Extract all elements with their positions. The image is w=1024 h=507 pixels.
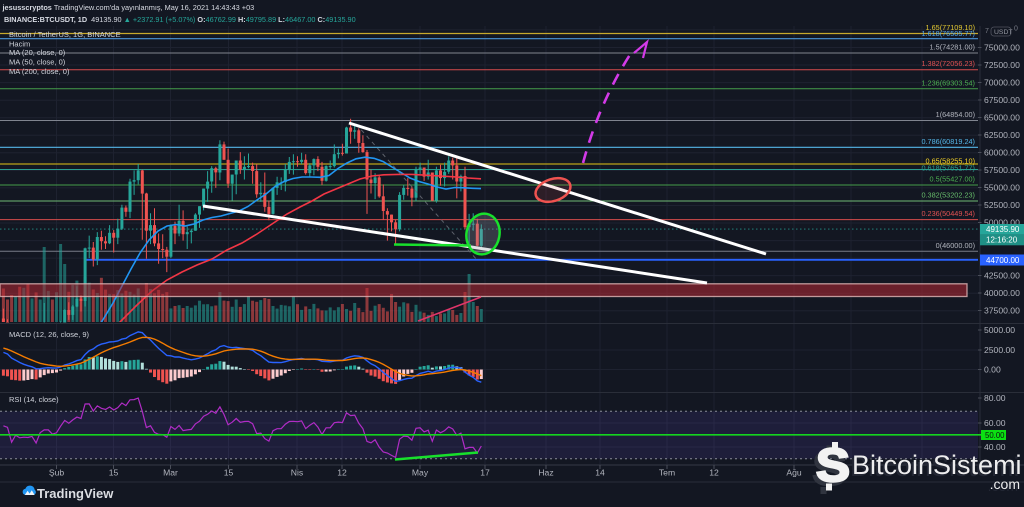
svg-text:14: 14 (595, 468, 605, 478)
svg-text:52500.00: 52500.00 (984, 200, 1020, 210)
svg-text:15: 15 (224, 468, 234, 478)
svg-text:Hacim: Hacim (9, 40, 30, 49)
svg-text:44700.00: 44700.00 (986, 256, 1020, 265)
svg-text:37500.00: 37500.00 (984, 306, 1020, 316)
svg-text:49135.90: 49135.90 (986, 225, 1020, 234)
svg-text:1(64854.00): 1(64854.00) (936, 110, 975, 119)
svg-text:67500.00: 67500.00 (984, 95, 1020, 105)
svg-text:12:16:20: 12:16:20 (986, 236, 1018, 245)
svg-text:75000.00: 75000.00 (984, 43, 1020, 53)
svg-text:50.00: 50.00 (985, 431, 1005, 440)
svg-text:1.236(69303.54): 1.236(69303.54) (921, 78, 975, 87)
svg-text:RSI (14, close): RSI (14, close) (9, 395, 59, 404)
svg-text:70000.00: 70000.00 (984, 78, 1020, 88)
svg-text:Mar: Mar (163, 468, 178, 478)
svg-text:MACD (12, 26, close, 9): MACD (12, 26, close, 9) (9, 330, 90, 339)
svg-text:MA (200, close, 0): MA (200, close, 0) (9, 67, 70, 76)
svg-text:Tem: Tem (659, 468, 675, 478)
svg-text:42500.00: 42500.00 (984, 271, 1020, 281)
svg-text:Haz: Haz (538, 468, 553, 478)
svg-text:7: 7 (985, 28, 989, 35)
svg-text:1.5(74281.00): 1.5(74281.00) (930, 43, 975, 52)
svg-text:0.618(57651.77): 0.618(57651.77) (921, 164, 975, 173)
svg-text:0.65(58255.10): 0.65(58255.10) (926, 157, 976, 166)
svg-text:2500.00: 2500.00 (984, 345, 1015, 355)
svg-text:1.382(72056.23): 1.382(72056.23) (921, 59, 975, 68)
svg-text:0: 0 (1014, 26, 1018, 33)
svg-text:MA (50, close, 0): MA (50, close, 0) (9, 57, 66, 66)
svg-text:40000.00: 40000.00 (984, 288, 1020, 298)
svg-text:1.65(77109.10): 1.65(77109.10) (926, 23, 976, 32)
svg-text:0.00: 0.00 (984, 365, 1001, 375)
svg-text:15: 15 (109, 468, 119, 478)
svg-text:55000.00: 55000.00 (984, 183, 1020, 193)
svg-text:65000.00: 65000.00 (984, 113, 1020, 123)
svg-text:USDT: USDT (994, 29, 1013, 36)
svg-text:57500.00: 57500.00 (984, 165, 1020, 175)
svg-text:Nis: Nis (291, 468, 303, 478)
svg-text:0.5(55427.00): 0.5(55427.00) (930, 175, 975, 184)
svg-text:Şub: Şub (49, 468, 65, 478)
svg-text:Bitcoin / TetherUS, 1G, BINANC: Bitcoin / TetherUS, 1G, BINANCE (9, 30, 121, 39)
svg-text:62500.00: 62500.00 (984, 130, 1020, 140)
svg-text:12: 12 (709, 468, 719, 478)
svg-text:60.00: 60.00 (984, 418, 1006, 428)
svg-text:17: 17 (480, 468, 490, 478)
svg-text:0(46000.00): 0(46000.00) (936, 241, 975, 250)
svg-text:Ağu: Ağu (786, 468, 802, 478)
svg-text:May: May (412, 468, 429, 478)
svg-text:12: 12 (337, 468, 347, 478)
svg-text:0.786(60819.24): 0.786(60819.24) (921, 137, 975, 146)
svg-text:1.618(76505.77): 1.618(76505.77) (921, 29, 975, 38)
svg-text:50000.00: 50000.00 (984, 218, 1020, 228)
svg-text:40.00: 40.00 (984, 442, 1006, 452)
svg-text:72500.00: 72500.00 (984, 60, 1020, 70)
svg-text:60000.00: 60000.00 (984, 148, 1020, 158)
svg-text:0.382(53202.23): 0.382(53202.23) (921, 191, 975, 200)
svg-text:5000.00: 5000.00 (984, 325, 1015, 335)
svg-text:0.236(50449.54): 0.236(50449.54) (921, 209, 975, 218)
svg-text:MA (20, close, 0): MA (20, close, 0) (9, 48, 66, 57)
svg-text:80.00: 80.00 (984, 393, 1006, 403)
